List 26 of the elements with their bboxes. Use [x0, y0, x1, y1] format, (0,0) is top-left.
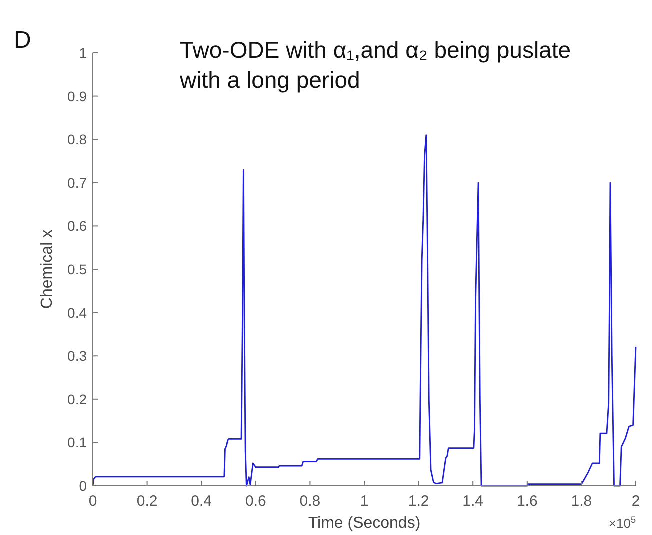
- y-tick-label: 0.9: [68, 88, 88, 104]
- text: D: [14, 27, 32, 54]
- y-tick-label: 0.2: [68, 391, 88, 408]
- x-tick-label: 0.2: [136, 493, 158, 510]
- x-tick-label: 1: [360, 493, 369, 510]
- x-tick-label: 0.6: [245, 493, 266, 510]
- x-tick-label: 0.4: [191, 493, 212, 510]
- x-axis-title: Time (Seconds): [308, 515, 421, 532]
- y-axis-title: Chemical x: [39, 230, 56, 310]
- y-tick-label: 0.5: [68, 262, 88, 278]
- x-tick-label: 1.8: [571, 493, 592, 510]
- x-tick-label: 0.8: [300, 493, 321, 510]
- y-tick-label: 0.8: [68, 132, 88, 148]
- x-tick-label: 2: [632, 493, 640, 510]
- y-tick-label: 0.7: [68, 174, 88, 191]
- y-tick-label: 1: [79, 45, 88, 61]
- y-tick-label: 0: [79, 478, 88, 494]
- x-tick-label: 1.6: [516, 493, 538, 510]
- y-tick-label: 0.3: [68, 348, 88, 364]
- x-tick-label: 1.2: [408, 493, 430, 510]
- y-tick-label: 0.4: [68, 304, 88, 321]
- x-tick-label: 1.4: [462, 493, 484, 510]
- chart-title: Two-ODE with α₁,and α₂ being puslate with a long period: [179, 37, 572, 93]
- y-tick-label: 0.6: [68, 218, 88, 234]
- text: ×10$^{5}$: [608, 515, 636, 531]
- y-tick-label: 0.1: [68, 434, 88, 451]
